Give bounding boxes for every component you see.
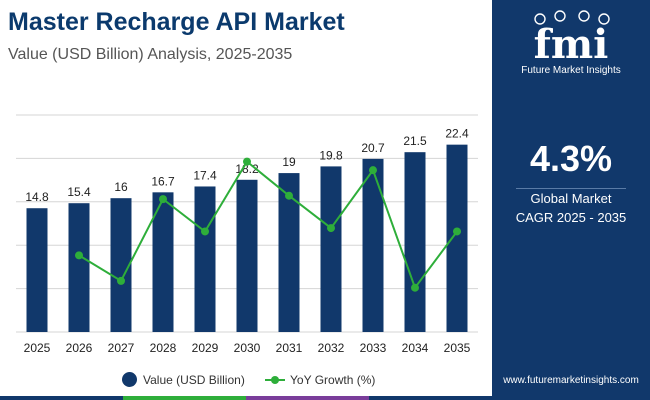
bar-value-label-2025: 14.8 [25,190,49,204]
yoy-point-2031 [285,191,293,200]
bar-value-label-2026: 15.4 [67,185,91,199]
yoy-point-2032 [327,224,335,233]
fmi-logo: fmi Future Market Insights [521,10,621,76]
x-tick-label-2027: 2027 [108,341,135,355]
legend-bar-label: Value (USD Billion) [143,373,245,387]
x-tick-label-2030: 2030 [234,341,261,355]
bar-2031 [278,173,300,332]
bar-value-label-2035: 22.4 [445,127,469,141]
chart-legend: Value (USD Billion) YoY Growth (%) [0,368,492,392]
chart-subtitle: Value (USD Billion) Analysis, 2025-2035 [8,46,293,63]
sidebar-panel: fmi Future Market Insights 4.3% Global M… [492,0,650,400]
x-tick-label-2025: 2025 [24,341,51,355]
strip-segment-4 [369,396,492,400]
bar-2034 [404,152,426,332]
cagr-caption-line2: CAGR 2025 - 2035 [515,210,627,225]
bar-2033 [362,158,384,332]
logo-icons [534,10,610,25]
bar-2028 [152,192,174,332]
strip-segment-1 [0,396,123,400]
cagr-value: 4.3% [529,138,613,179]
yoy-point-2030 [243,157,251,166]
yoy-point-2026 [75,251,83,260]
bar-2027 [110,198,132,332]
x-tick-label-2033: 2033 [360,341,387,355]
yoy-point-2028 [159,195,167,204]
website-url: www.futuremarketinsights.com [503,375,639,386]
yoy-point-2033 [369,166,377,175]
chart-title: Master Recharge API Market [8,8,345,36]
cagr-divider [516,188,626,189]
strip-segment-3 [246,396,369,400]
x-tick-label-2026: 2026 [66,341,93,355]
yoy-point-2034 [411,283,419,292]
bar-value-label-2027: 16 [114,180,128,194]
bar-2032 [320,166,342,332]
legend-line-label: YoY Growth (%) [290,373,376,387]
yoy-point-2035 [453,227,461,236]
bar-value-label-2033: 20.7 [361,141,385,155]
legend-bar-marker [122,372,137,387]
yoy-point-2029 [201,227,209,236]
cagr-caption-line1: Global Market [530,191,612,206]
x-tick-label-2034: 2034 [402,341,429,355]
strip-segment-2 [123,396,246,400]
yoy-growth-line [78,160,458,290]
bar-value-label-2029: 17.4 [193,168,217,182]
bar-value-label-2031: 19 [282,155,296,169]
bar-2029 [194,186,216,332]
yoy-point-2027 [117,276,125,285]
bottom-color-strip [0,396,492,400]
x-tick-label-2029: 2029 [192,341,219,355]
bar-2030 [236,179,258,332]
x-tick-label-2031: 2031 [276,341,303,355]
bar-value-label-2028: 16.7 [151,174,175,188]
logo-tagline: Future Market Insights [521,65,620,76]
market-chart: 14.8202515.4202616202716.7202817.4202918… [16,114,478,355]
x-tick-label-2035: 2035 [444,341,471,355]
bar-value-label-2034: 21.5 [403,134,427,148]
bar-value-label-2032: 19.8 [319,148,343,162]
bar-2035 [446,144,468,332]
x-tick-label-2032: 2032 [318,341,345,355]
legend-line-dot [271,376,279,384]
x-tick-label-2028: 2028 [150,341,177,355]
bar-2026 [68,203,90,332]
bar-2025 [26,208,48,332]
logo-brand-text: fmi [534,21,609,68]
